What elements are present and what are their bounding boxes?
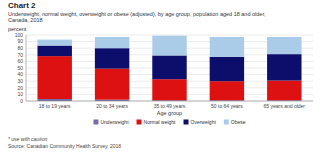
y-tick-label: 80	[17, 45, 23, 51]
chart-svg: Chart 2Underweight, normal weight, overw…	[0, 0, 321, 157]
y-tick-label: 20	[17, 85, 23, 91]
bars	[37, 36, 301, 101]
x-axis	[26, 101, 313, 102]
bar-segment	[95, 48, 129, 68]
y-tick-label: 0	[20, 98, 23, 104]
legend-label: Underweight	[100, 119, 129, 125]
bar-segment	[95, 37, 129, 48]
legend-swatch	[224, 120, 229, 125]
bar-segment	[152, 55, 186, 79]
subtitle: Canada, 2018	[8, 17, 43, 23]
y-axis	[26, 35, 27, 101]
bar-segment	[210, 81, 244, 100]
x-axis-label: Age group	[157, 110, 182, 116]
footnote: * use with caution	[8, 136, 47, 142]
bar-segment	[37, 40, 71, 46]
x-tick-label: 50 to 64 years	[211, 103, 243, 109]
grid	[26, 35, 313, 101]
bar-segment	[37, 56, 71, 99]
y-tick-label: 40	[17, 71, 23, 77]
x-tick-label: 35 to 49 years	[154, 103, 186, 109]
bar-segment	[95, 69, 129, 100]
legend-label: Overweight	[191, 119, 217, 125]
bar-segment	[210, 57, 244, 81]
legend-swatch	[93, 120, 98, 125]
grid-line	[26, 35, 313, 36]
y-tick-label: 50	[17, 65, 23, 71]
x-tick-label: 20 to 34 years	[96, 103, 128, 109]
bar-segment	[152, 79, 186, 100]
bar-segment	[267, 54, 301, 80]
legend-item: Underweight	[93, 119, 129, 125]
y-tick-label: 90	[17, 38, 23, 44]
bar-segment	[152, 36, 186, 56]
bar-segment	[267, 81, 301, 101]
legend-item: Overweight	[184, 119, 217, 125]
x-tick-label: 18 to 19 years	[39, 103, 71, 109]
legend: Underweight Normal weight Overweight Obese	[93, 119, 245, 125]
chart-container: Chart 2Underweight, normal weight, overw…	[0, 0, 321, 157]
title: Chart 2	[8, 1, 36, 10]
y-tick-label: 70	[17, 52, 23, 58]
legend-swatch	[137, 120, 142, 125]
bar-segment	[267, 37, 301, 54]
x-tick-label: 65 years and older	[264, 103, 306, 109]
y-tick-label: 30	[17, 78, 23, 84]
legend-swatch	[184, 120, 189, 125]
bar-segment	[210, 37, 244, 57]
legend-item: Obese	[224, 119, 246, 125]
y-tick-label: 10	[17, 91, 23, 97]
subtitle: Underweight, normal weight, overweight o…	[8, 11, 266, 17]
bar-segment	[37, 46, 71, 57]
legend-label: Obese	[231, 119, 246, 125]
source-note: Source: Canadian Community Health Survey…	[8, 143, 121, 149]
legend-item: Normal weight	[137, 119, 177, 125]
y-tick-label: 60	[17, 58, 23, 64]
y-tick-label: 100	[15, 32, 24, 38]
legend-label: Normal weight	[144, 119, 177, 125]
